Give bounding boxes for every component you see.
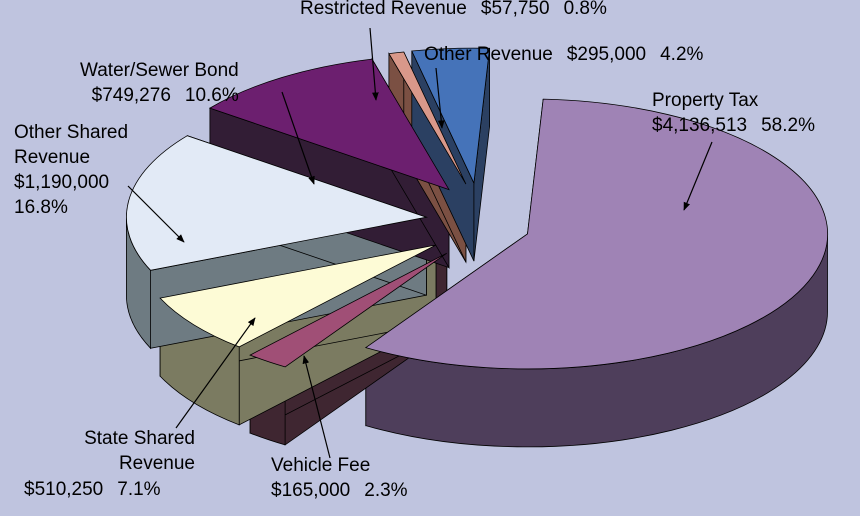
label-other-shared: Other Shared Revenue $1,190,000 16.8%: [14, 120, 144, 220]
slice: [411, 47, 491, 185]
category: Other Shared Revenue: [14, 122, 129, 168]
label-property-tax: Property Tax $4,136,513 58.2%: [652, 88, 815, 138]
category: Other Revenue: [424, 44, 553, 65]
leader-line: [435, 67, 445, 129]
leader-line: [683, 141, 713, 211]
category: Vehicle Fee: [271, 455, 371, 476]
value-label: $510,250: [24, 479, 104, 500]
share-label: 2.3%: [364, 480, 408, 501]
value-label: $4,136,513: [652, 115, 748, 136]
label-water-sewer: Water/Sewer Bond $749,276 10.6%: [80, 58, 239, 108]
leader-line: [127, 185, 185, 243]
label-state-shared: State Shared Revenue: [45, 426, 195, 476]
share-label: 0.8%: [563, 0, 607, 19]
leader-line: [175, 317, 256, 429]
category: Restricted Revenue: [300, 0, 467, 19]
value-label: $57,750: [480, 0, 550, 19]
label-restricted: Restricted Revenue $57,750 0.8%: [300, 0, 607, 21]
pie: [126, 47, 828, 448]
leader-line: [281, 91, 315, 185]
value-label: $295,000: [566, 44, 647, 65]
category: State Shared Revenue: [84, 428, 195, 474]
value-label: $165,000: [271, 480, 351, 501]
share-label: 10.6%: [184, 85, 239, 106]
leader-line: [302, 355, 331, 459]
leader-line: [369, 27, 379, 101]
slice-tops: [126, 47, 828, 370]
category: Water/Sewer Bond: [80, 60, 239, 81]
slice: [364, 98, 828, 370]
category: Property Tax: [652, 90, 759, 111]
slice: [126, 135, 428, 271]
share-label: 16.8%: [14, 197, 68, 218]
label-vehicle-fee: Vehicle Fee $165,000 2.3%: [271, 453, 408, 503]
share-label: 7.1%: [117, 479, 161, 500]
value-label: $749,276: [91, 85, 171, 106]
slice: [249, 252, 448, 368]
share-label: 58.2%: [761, 115, 815, 136]
label-state-shared-value: $510,250 7.1%: [24, 477, 161, 502]
share-label: 4.2%: [660, 44, 704, 65]
label-other-revenue: Other Revenue $295,000 4.2%: [424, 42, 703, 67]
slice: [388, 51, 467, 185]
value-label: $1,190,000: [14, 172, 110, 193]
leaders: [127, 27, 713, 459]
slice: [208, 58, 450, 191]
